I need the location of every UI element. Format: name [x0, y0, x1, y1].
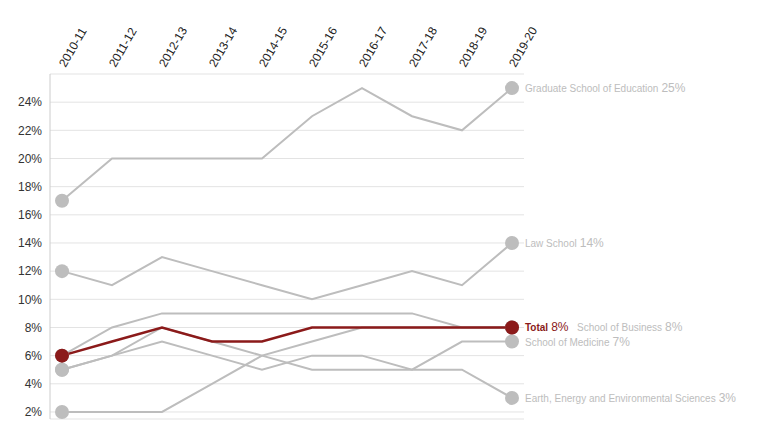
svg-text:20%: 20% [18, 152, 42, 166]
svg-text:2014-15: 2014-15 [256, 24, 290, 69]
svg-text:2%: 2% [25, 405, 43, 419]
svg-text:24%: 24% [18, 95, 42, 109]
svg-text:Total8%: Total8% [525, 320, 569, 334]
svg-text:2018-19: 2018-19 [456, 24, 490, 69]
svg-text:18%: 18% [18, 180, 42, 194]
svg-text:Law School14%: Law School14% [525, 236, 604, 250]
svg-text:2016-17: 2016-17 [356, 24, 390, 69]
svg-text:8%: 8% [25, 321, 43, 335]
svg-text:16%: 16% [18, 208, 42, 222]
svg-text:2011-12: 2011-12 [106, 25, 140, 70]
svg-text:6%: 6% [25, 349, 43, 363]
svg-text:School of Medicine7%: School of Medicine7% [525, 335, 630, 349]
svg-text:2010-11: 2010-11 [56, 25, 90, 70]
svg-text:10%: 10% [18, 293, 42, 307]
svg-text:2019-20: 2019-20 [506, 24, 540, 69]
svg-text:2017-18: 2017-18 [406, 24, 440, 69]
svg-text:4%: 4% [25, 377, 43, 391]
svg-text:2012-13: 2012-13 [156, 24, 190, 69]
svg-text:2015-16: 2015-16 [306, 24, 340, 69]
svg-text:Graduate School of Education25: Graduate School of Education25% [525, 81, 686, 95]
svg-text:22%: 22% [18, 124, 42, 138]
svg-text:Earth, Energy and Environmenta: Earth, Energy and Environmental Sciences… [525, 391, 736, 405]
svg-text:School of Business8%: School of Business8% [577, 320, 683, 334]
svg-text:2013-14: 2013-14 [206, 24, 240, 69]
svg-text:12%: 12% [18, 264, 42, 278]
svg-text:14%: 14% [18, 236, 42, 250]
